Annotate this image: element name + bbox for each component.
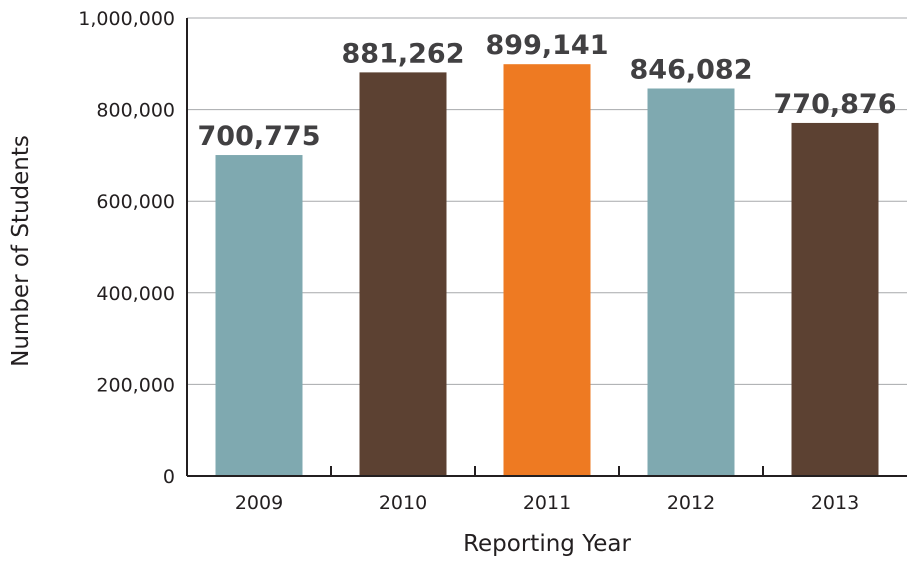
- x-axis-ticks: [330, 466, 764, 476]
- bar-2011: [503, 64, 591, 476]
- bar-2013: [791, 122, 879, 477]
- data-labels: 700,775 881,262 899,141 846,082 770,876: [198, 30, 897, 152]
- bars: [215, 64, 879, 477]
- y-tick-label: 800,000: [96, 100, 175, 122]
- data-label-2013: 770,876: [774, 89, 897, 120]
- bar-2012: [647, 88, 735, 476]
- x-axis-title: Reporting Year: [463, 531, 631, 557]
- y-axis-title: Number of Students: [8, 135, 34, 367]
- y-tick-label: 1,000,000: [78, 8, 175, 30]
- y-tick-label: 200,000: [96, 374, 175, 396]
- y-axis-tick-labels: 0 200,000 400,000 600,000 800,000 1,000,000: [78, 8, 175, 488]
- x-tick-label: 2013: [811, 492, 859, 514]
- x-tick-label: 2012: [667, 492, 715, 514]
- x-tick-label: 2011: [523, 492, 571, 514]
- bar-2010: [359, 72, 447, 476]
- y-tick-label: 600,000: [96, 191, 175, 213]
- data-label-2009: 700,775: [198, 121, 321, 152]
- data-label-2011: 899,141: [486, 30, 609, 61]
- x-tick-label: 2009: [235, 492, 283, 514]
- data-label-2010: 881,262: [342, 38, 465, 69]
- data-label-2012: 846,082: [630, 54, 753, 85]
- y-tick-label: 0: [163, 466, 175, 488]
- x-axis-tick-labels: 2009 2010 2011 2012 2013: [235, 492, 859, 514]
- y-tick-label: 400,000: [96, 283, 175, 305]
- x-tick-label: 2010: [379, 492, 427, 514]
- bar-2009: [215, 155, 303, 476]
